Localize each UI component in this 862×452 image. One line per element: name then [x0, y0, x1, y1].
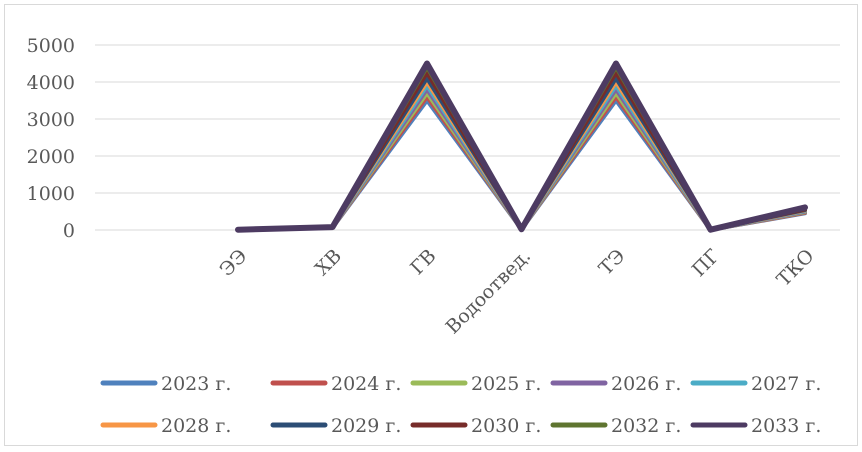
x-tick-label: ПГ: [688, 245, 724, 281]
legend-item: 2027 г.: [690, 373, 821, 395]
legend-label: 2033 г.: [751, 415, 821, 437]
legend-label: 2032 г.: [611, 415, 681, 437]
series-line-6: [236, 76, 807, 232]
series-line-0: [236, 98, 807, 232]
legend-label: 2029 г.: [331, 415, 401, 437]
legend: 2023 г. 2024 г. 2025 г. 2026 г. 2027 г. 2028 …: [100, 373, 821, 437]
legend-item: 2028 г.: [100, 415, 231, 437]
series-line-3: [236, 87, 807, 232]
x-tick-label: ЭЭ: [215, 245, 251, 281]
legend-item: 2026 г.: [550, 373, 681, 395]
legend-label: 2028 г.: [161, 415, 231, 437]
series-line-1: [236, 94, 807, 232]
legend-item: 2025 г.: [410, 373, 541, 395]
x-tick-label: ТКО: [773, 245, 819, 291]
legend-label: 2026 г.: [611, 373, 681, 395]
x-tick-label: ГВ: [406, 245, 440, 279]
y-tick-label: 3000: [27, 109, 75, 131]
series-line-2: [236, 91, 807, 232]
series-line-4: [236, 83, 807, 232]
y-tick-label: 4000: [27, 72, 75, 94]
y-tick-label: 0: [63, 220, 75, 242]
legend-label: 2023 г.: [161, 373, 231, 395]
y-tick-label: 1000: [27, 183, 75, 205]
x-tick-label: ТЭ: [595, 245, 630, 280]
legend-item: 2030 г.: [410, 415, 541, 437]
series-line-8: [236, 65, 807, 232]
legend-item: 2023 г.: [100, 373, 231, 395]
series-lines: [235, 60, 808, 233]
x-tick-label: Водоотвед.: [442, 245, 535, 338]
legend-label: 2030 г.: [471, 415, 541, 437]
legend-item: 2024 г.: [270, 373, 401, 395]
y-axis-ticks: 0 1000 2000 3000 4000 5000: [27, 35, 75, 242]
line-chart: 0 1000 2000 3000 4000 5000 ЭЭ ХВ ГВ Водоотвед. ТЭ…: [27, 35, 840, 437]
legend-label: 2027 г.: [751, 373, 821, 395]
legend-item: 2032 г.: [550, 415, 681, 437]
y-tick-label: 2000: [27, 146, 75, 168]
y-tick-label: 5000: [27, 35, 75, 57]
legend-label: 2025 г.: [471, 373, 541, 395]
x-tick-label: ХВ: [311, 245, 346, 280]
legend-item: 2029 г.: [270, 415, 401, 437]
legend-label: 2024 г.: [331, 373, 401, 395]
chart-frame: 0 1000 2000 3000 4000 5000 ЭЭ ХВ ГВ Водоотвед. ТЭ…: [4, 4, 858, 446]
series-line-9: [235, 60, 808, 233]
series-line-7: [236, 70, 807, 232]
x-axis-ticks: ЭЭ ХВ ГВ Водоотвед. ТЭ ПГ ТКО: [215, 245, 818, 338]
legend-item: 2033 г.: [690, 415, 821, 437]
